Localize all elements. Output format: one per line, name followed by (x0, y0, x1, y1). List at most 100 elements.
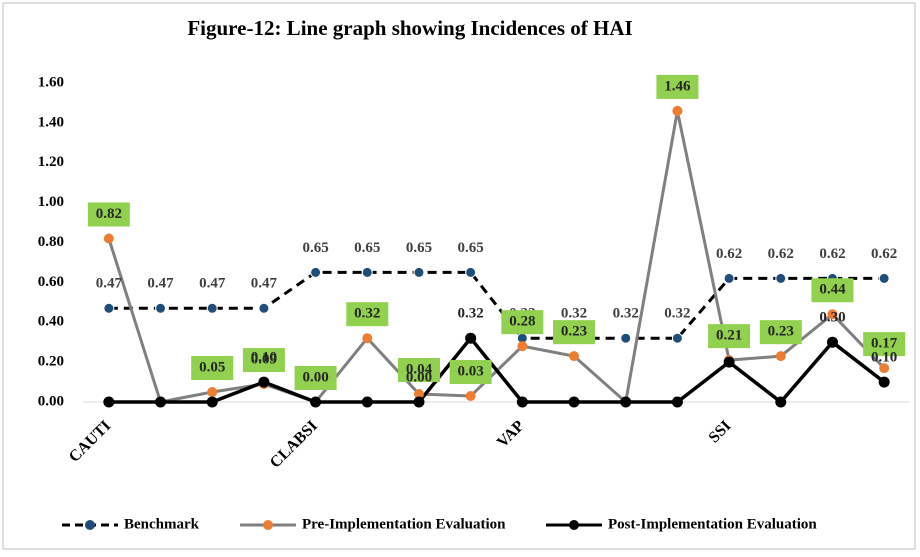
data-point (826, 336, 838, 348)
data-label: 0.44 (819, 282, 846, 298)
data-point (465, 332, 477, 344)
data-label: 0.23 (768, 324, 794, 340)
y-tick-label: 0.20 (38, 354, 64, 370)
data-point (568, 396, 580, 408)
data-point (671, 332, 683, 344)
data-point (206, 396, 218, 408)
data-label: 0.47 (96, 276, 123, 292)
data-label: 1.46 (664, 78, 691, 94)
data-point (310, 396, 322, 408)
data-point (775, 351, 786, 362)
legend-marker (85, 520, 95, 530)
data-label: 0.47 (251, 276, 278, 292)
data-point (517, 341, 528, 352)
data-point (723, 272, 735, 284)
label-box (87, 202, 130, 227)
label-box (397, 358, 440, 383)
data-point (103, 302, 115, 314)
data-label: 0.21 (716, 328, 742, 344)
data-point (516, 396, 528, 408)
y-tick-label: 0.40 (38, 314, 64, 330)
label-box (346, 302, 389, 327)
data-point (207, 387, 218, 398)
data-point (413, 389, 424, 400)
y-tick-label: 0.60 (38, 274, 64, 290)
data-point (103, 233, 114, 244)
data-label: 0.47 (147, 276, 174, 292)
data-label: 0.10 (871, 350, 897, 366)
data-point (155, 302, 167, 314)
data-label: 0.28 (509, 314, 535, 330)
data-point (878, 376, 890, 388)
data-label: 0.10 (251, 350, 277, 366)
data-point (775, 396, 787, 408)
data-label: 0.82 (96, 206, 122, 222)
data-point (413, 266, 425, 278)
y-tick-label: 1.00 (38, 194, 64, 210)
label-box (242, 348, 285, 373)
label-box (191, 356, 234, 381)
legend-marker (263, 520, 273, 530)
data-point (671, 396, 683, 408)
label-box (656, 74, 699, 99)
data-point (569, 351, 580, 362)
data-label: 0.00 (406, 369, 432, 385)
y-tick-label: 1.60 (38, 74, 64, 90)
data-label: 0.62 (716, 246, 742, 262)
data-point (723, 356, 735, 368)
label-box (294, 366, 337, 390)
data-point (361, 396, 373, 408)
data-point (361, 266, 373, 278)
data-label: 0.03 (458, 363, 484, 379)
label-box (759, 320, 802, 345)
data-point (465, 266, 477, 278)
data-label: 0.62 (768, 246, 794, 262)
y-tick-label: 1.20 (38, 154, 64, 170)
legend-label: Post-Implementation Evaluation (608, 516, 817, 532)
data-point (206, 302, 218, 314)
data-label: 0.05 (199, 359, 225, 375)
data-label: 0.17 (871, 336, 898, 352)
data-label: 0.32 (561, 306, 587, 322)
label-box (863, 332, 906, 357)
data-label: 0.62 (819, 246, 845, 262)
data-point (258, 376, 270, 388)
data-label: 0.32 (664, 306, 690, 322)
data-label: 0.32 (458, 306, 484, 322)
data-point (620, 332, 632, 344)
data-label: 0.65 (302, 240, 328, 256)
y-tick-label: 1.40 (38, 114, 64, 130)
data-point (620, 396, 632, 408)
y-tick-label: 0.00 (38, 393, 64, 409)
data-point (258, 302, 270, 314)
data-point (362, 333, 373, 344)
legend-label: Benchmark (124, 516, 200, 532)
data-label: 0.23 (561, 324, 587, 340)
data-label: 0.65 (354, 240, 380, 256)
data-point (413, 396, 425, 408)
data-point (310, 266, 322, 278)
data-point (672, 105, 683, 116)
data-point (103, 396, 115, 408)
data-point (775, 272, 787, 284)
data-point (878, 272, 890, 284)
data-point (465, 391, 476, 402)
legend-label: Pre-Implementation Evaluation (302, 516, 506, 532)
data-label: 0.65 (458, 240, 484, 256)
label-box (501, 310, 544, 335)
data-label: 0.32 (613, 306, 639, 322)
chart-border (2, 2, 916, 550)
data-label: 0.04 (406, 361, 433, 377)
data-label: 0.09 (251, 351, 277, 367)
data-label: 0.00 (302, 369, 328, 385)
legend-marker (569, 520, 579, 530)
label-box (449, 360, 492, 385)
label-box (708, 324, 751, 349)
data-point (155, 396, 167, 408)
data-point (879, 363, 890, 374)
data-label: 0.62 (871, 246, 897, 262)
data-label: 0.32 (354, 306, 380, 322)
data-label: 0.30 (819, 310, 845, 326)
label-box (553, 320, 596, 345)
